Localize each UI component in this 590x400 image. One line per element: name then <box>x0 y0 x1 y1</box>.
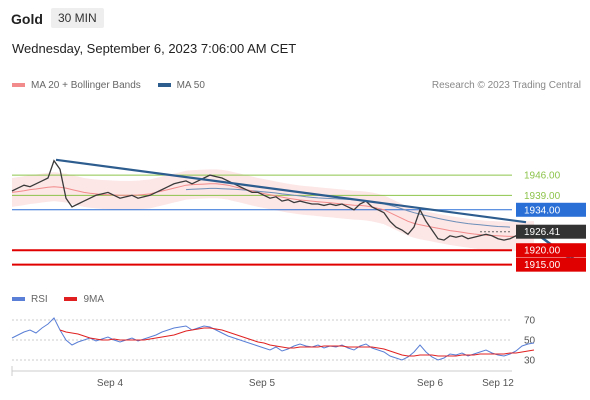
rsi-tick-1: 50 <box>524 336 536 347</box>
legend-swatch-ma50 <box>157 83 171 88</box>
timeframe-badge[interactable]: 30 MIN <box>51 8 104 28</box>
legend-item-ma20: MA 20 + Bollinger Bands <box>12 80 141 91</box>
rsi-line <box>11 317 535 361</box>
level-label-3: 1926.41 <box>524 227 561 238</box>
legend-label-ma20: MA 20 + Bollinger Bands <box>31 80 141 91</box>
rsi-panel: 70 50 30 <box>11 316 536 367</box>
x-tick-1: Sep 5 <box>249 378 276 389</box>
level-box-4 <box>516 243 586 258</box>
x-tick-2: Sep 6 <box>417 378 444 389</box>
rsi-tick-0: 70 <box>524 316 536 327</box>
x-axis: Sep 4 Sep 5 Sep 6 Sep 12 <box>11 366 514 389</box>
legend-label-ma50: MA 50 <box>176 80 205 91</box>
research-credit: Research © 2023 Trading Central <box>431 80 581 91</box>
chart-header: Gold 30 MIN <box>0 0 590 36</box>
level-label-5: 1915.00 <box>524 260 561 271</box>
level-box-5 <box>516 257 586 272</box>
legend-swatch-ma20 <box>12 83 25 88</box>
legend-item-ma50: MA 50 <box>157 80 205 91</box>
chart-datetime: Wednesday, September 6, 2023 7:06:00 AM … <box>12 41 297 56</box>
legend-item-rsi: RSI <box>12 294 48 305</box>
legend-item-9ma: 9MA <box>64 294 104 305</box>
rsi-tick-2: 30 <box>524 356 536 367</box>
rsi-ma9-line <box>59 327 535 357</box>
rsi-legend: RSI 9MA <box>12 294 118 305</box>
legend-swatch-rsi <box>12 297 25 302</box>
level-box-3 <box>516 224 586 239</box>
price-legend: MA 20 + Bollinger Bands MA 50 <box>12 80 219 91</box>
level-label-0: 1946.00 <box>524 171 561 182</box>
level-label-1: 1939.00 <box>524 191 561 202</box>
x-tick-0: Sep 4 <box>97 378 124 389</box>
level-labels: 1946.00 1939.00 1934.00 1926.41 1920.00 1915.… <box>516 171 586 272</box>
level-box-2 <box>516 202 586 217</box>
level-label-2: 1934.00 <box>524 205 561 216</box>
legend-swatch-9ma <box>64 297 78 302</box>
price-line <box>11 159 535 241</box>
x-tick-3: Sep 12 <box>482 378 514 389</box>
legend-label-rsi: RSI <box>31 294 48 305</box>
legend-label-9ma: 9MA <box>83 294 105 305</box>
symbol-name: Gold <box>11 11 43 27</box>
level-label-4: 1920.00 <box>524 246 561 257</box>
trendline <box>55 158 527 224</box>
